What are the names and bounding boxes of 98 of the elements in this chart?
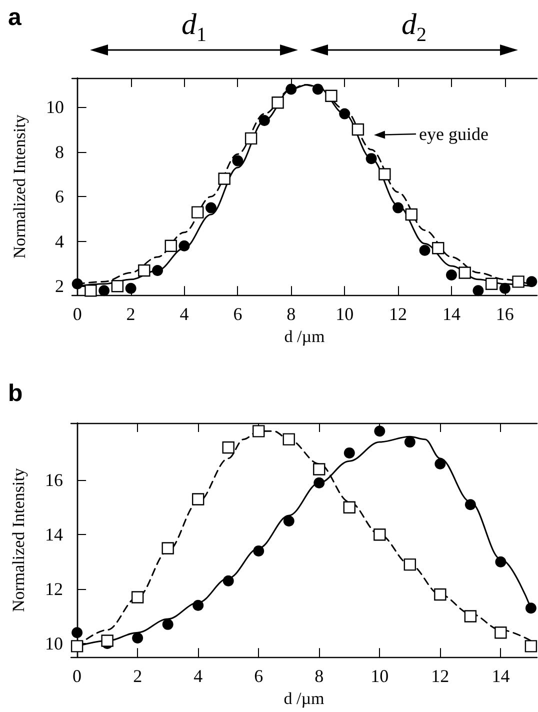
point [164, 240, 177, 252]
point [432, 242, 444, 254]
y-axis-title: Normalized Intensity [9, 468, 28, 612]
point [499, 282, 510, 294]
y-tick-label: 6 [55, 186, 64, 207]
point [192, 493, 204, 506]
point [352, 123, 364, 136]
x-tick-label: 16 [496, 304, 514, 324]
point [101, 634, 114, 647]
point [312, 84, 324, 95]
point [132, 632, 144, 644]
y-tick-label: 10 [45, 633, 63, 654]
point [138, 264, 150, 277]
point [325, 90, 338, 102]
point [314, 477, 325, 488]
y-tick-label: 2 [55, 276, 64, 296]
y-axis-title: Normalized Intensity [10, 114, 29, 259]
point [464, 610, 477, 622]
x-tick-label: 2 [126, 304, 136, 324]
text: d$_{1}$ [180, 8, 208, 48]
point [512, 276, 524, 288]
point [98, 285, 110, 296]
x-tick-label: 14 [492, 666, 510, 686]
y-tick-label: 10 [46, 97, 64, 118]
point [378, 168, 391, 180]
point [72, 627, 83, 638]
text: d$_{2}$ [400, 8, 428, 48]
x-tick-label: 0 [72, 666, 82, 686]
point [205, 202, 216, 214]
point [495, 556, 506, 568]
point [258, 115, 270, 126]
point [525, 602, 536, 614]
point [253, 545, 264, 556]
x-tick-label: 10 [336, 304, 354, 324]
x-tick-label: 0 [72, 304, 82, 324]
y-tick-label: 8 [55, 142, 64, 162]
point [494, 626, 507, 639]
x-tick-label: 8 [286, 304, 296, 324]
point [152, 264, 164, 276]
chart-title: a [8, 4, 22, 32]
x-tick-label: 4 [180, 304, 189, 324]
x-tick-label: 8 [314, 666, 324, 686]
x-tick-label: 6 [254, 666, 264, 686]
point [218, 172, 230, 185]
x-tick-label: 4 [194, 666, 203, 686]
x-tick-label: 10 [370, 666, 389, 686]
x-axis-title: d /µm [284, 327, 325, 346]
point [339, 108, 350, 120]
point [125, 282, 136, 294]
point [405, 208, 418, 221]
point [286, 84, 297, 95]
x-tick-label: 14 [442, 304, 460, 324]
point [272, 96, 284, 109]
point [374, 528, 386, 541]
y-tick-label: 4 [55, 231, 64, 252]
point [178, 240, 190, 252]
point [131, 591, 144, 604]
x-tick-label: 12 [389, 304, 408, 324]
point [404, 558, 416, 571]
chart-title: b [8, 380, 23, 408]
point [524, 640, 538, 652]
point [192, 206, 204, 218]
point [404, 436, 416, 448]
point [282, 433, 295, 446]
point [162, 618, 174, 630]
point [434, 458, 446, 470]
point [222, 441, 234, 454]
x-axis-title: d /µm [284, 689, 324, 708]
y-tick-label: 16 [45, 470, 63, 490]
y-tick-label: 14 [45, 524, 63, 545]
point [244, 132, 258, 145]
point [343, 501, 356, 514]
x-tick-label: 12 [431, 666, 450, 686]
point [162, 542, 174, 554]
point [464, 499, 476, 510]
point [232, 155, 244, 166]
point [458, 266, 471, 279]
point [222, 575, 234, 586]
point [526, 276, 538, 288]
point [252, 425, 265, 438]
point [366, 153, 377, 164]
point [472, 285, 484, 296]
point [392, 202, 404, 214]
point [344, 447, 355, 458]
point [434, 588, 446, 601]
point [70, 640, 84, 652]
point [192, 600, 204, 611]
point [374, 426, 386, 437]
point [446, 269, 457, 280]
point [283, 516, 294, 526]
annotation: eye guide [418, 123, 488, 146]
point [419, 244, 430, 256]
x-tick-label: 2 [133, 666, 142, 686]
y-tick-label: 12 [45, 579, 63, 600]
point [72, 278, 83, 290]
x-tick-label: 6 [233, 304, 242, 324]
point [485, 278, 498, 290]
point [111, 280, 124, 292]
